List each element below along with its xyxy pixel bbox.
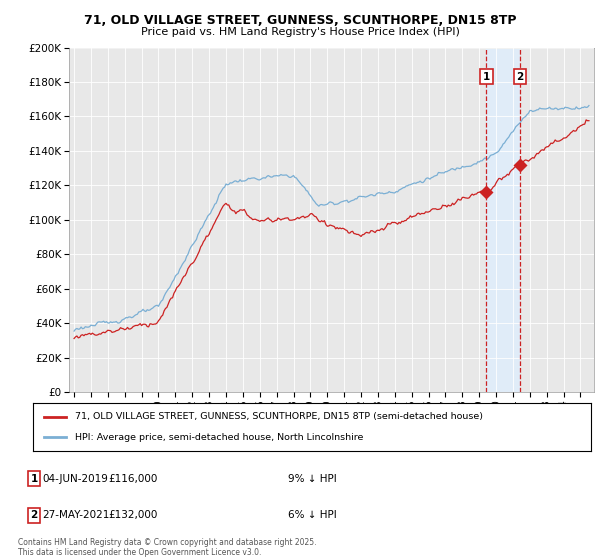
Text: Contains HM Land Registry data © Crown copyright and database right 2025.
This d: Contains HM Land Registry data © Crown c…	[18, 538, 317, 557]
Text: 71, OLD VILLAGE STREET, GUNNESS, SCUNTHORPE, DN15 8TP: 71, OLD VILLAGE STREET, GUNNESS, SCUNTHO…	[84, 14, 516, 27]
Text: 2: 2	[31, 510, 38, 520]
Bar	[487, 48, 520, 392]
Text: 71, OLD VILLAGE STREET, GUNNESS, SCUNTHORPE, DN15 8TP (semi-detached house): 71, OLD VILLAGE STREET, GUNNESS, SCUNTHO…	[75, 412, 483, 421]
Text: HPI: Average price, semi-detached house, North Lincolnshire: HPI: Average price, semi-detached house,…	[75, 433, 363, 442]
Text: £116,000: £116,000	[108, 474, 157, 484]
Text: £132,000: £132,000	[108, 510, 157, 520]
Text: Price paid vs. HM Land Registry's House Price Index (HPI): Price paid vs. HM Land Registry's House …	[140, 27, 460, 37]
Text: 9% ↓ HPI: 9% ↓ HPI	[288, 474, 337, 484]
Text: 27-MAY-2021: 27-MAY-2021	[42, 510, 109, 520]
Text: 1: 1	[483, 72, 490, 82]
Text: 04-JUN-2019: 04-JUN-2019	[42, 474, 108, 484]
Text: 1: 1	[31, 474, 38, 484]
Text: 6% ↓ HPI: 6% ↓ HPI	[288, 510, 337, 520]
Text: 2: 2	[516, 72, 524, 82]
